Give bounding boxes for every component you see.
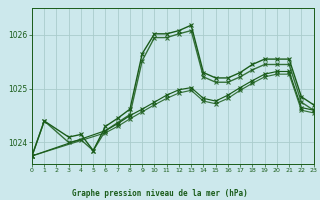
Text: Graphe pression niveau de la mer (hPa): Graphe pression niveau de la mer (hPa) (72, 189, 248, 198)
